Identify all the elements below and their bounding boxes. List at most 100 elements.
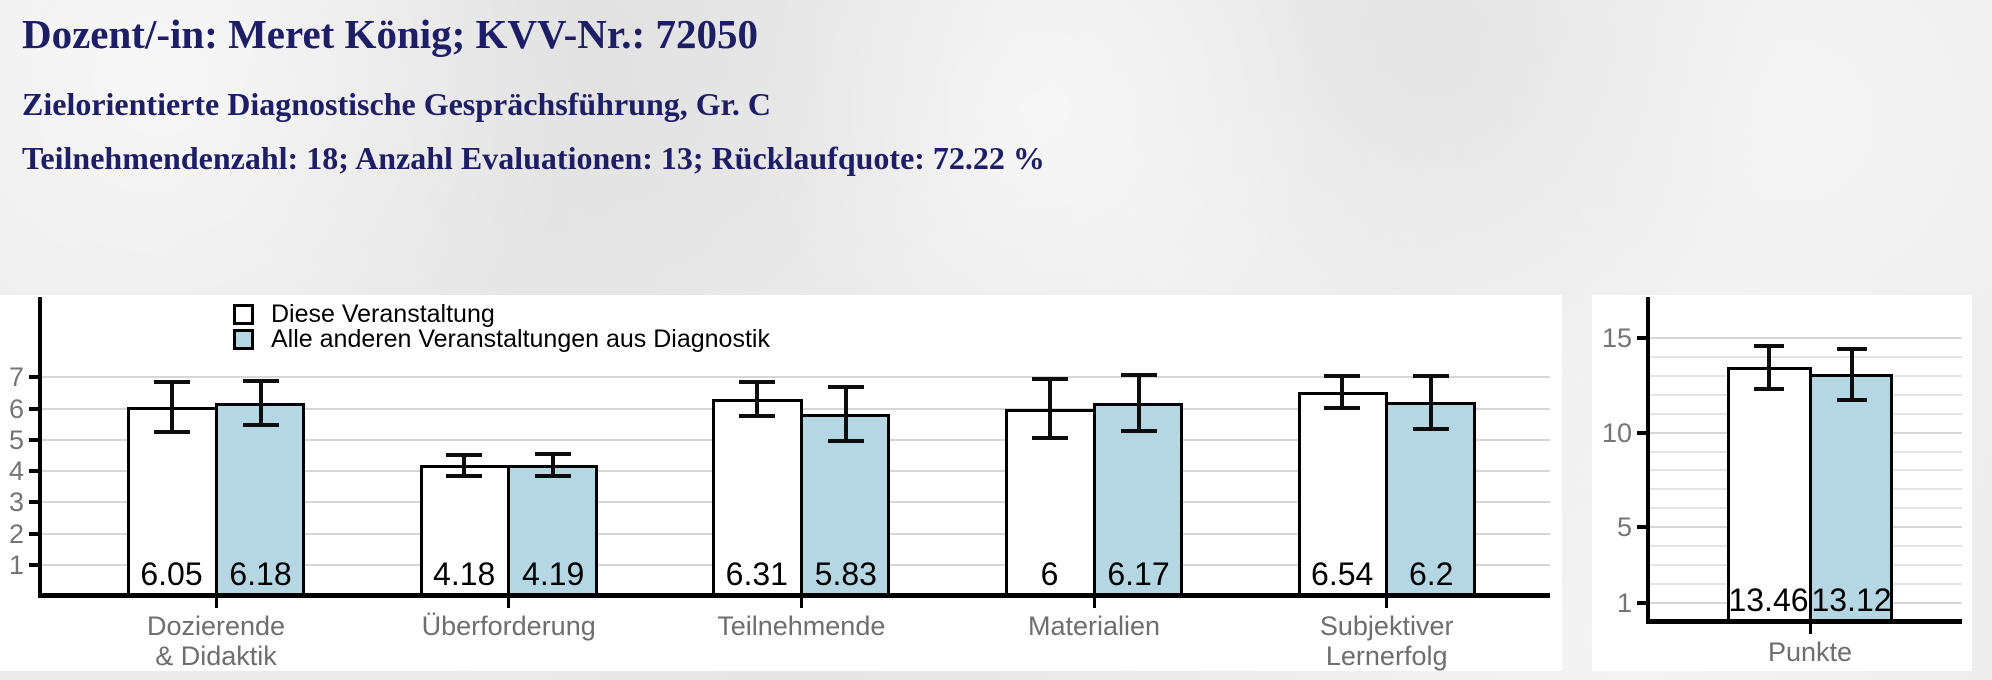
error-bar-line xyxy=(1047,378,1052,439)
error-bar-cap-bottom xyxy=(446,473,483,478)
error-bar-cap-top xyxy=(1031,376,1068,381)
error-bar-cap-top xyxy=(738,379,775,384)
x-axis-tick xyxy=(1385,594,1389,608)
bar-value-label: 6.31 xyxy=(725,555,788,592)
error-bar-cap-bottom xyxy=(1031,436,1068,441)
participation-stats: Teilnehmendenzahl: 18; Anzahl Evaluation… xyxy=(22,140,1045,176)
y-axis-tick-label: 2 xyxy=(8,518,24,549)
error-bar-line xyxy=(169,381,174,432)
error-bar-cap-bottom xyxy=(535,473,572,478)
y-axis-tick-label: 4 xyxy=(8,456,24,487)
y-axis-line xyxy=(38,297,42,597)
bar-value-label: 5.83 xyxy=(814,555,877,592)
bar-value-label: 4.18 xyxy=(433,555,496,592)
bar-value-label: 6.17 xyxy=(1107,555,1170,592)
error-bar-line xyxy=(551,453,556,476)
y-axis-tick xyxy=(29,500,40,505)
category-label: Teilnehmende xyxy=(717,610,886,641)
error-bar-cap-bottom xyxy=(738,414,775,418)
y-axis-tick-label: 10 xyxy=(1601,417,1632,448)
x-axis-line xyxy=(1646,619,1962,624)
error-bar-cap-bottom xyxy=(1753,387,1784,392)
category-label: Subjektiver Lernerfolg xyxy=(1319,610,1454,671)
bar-comparison xyxy=(1808,373,1893,623)
y-axis-tick-label: 1 xyxy=(8,550,24,580)
legend-label: Diese Veranstaltung xyxy=(271,300,495,328)
error-bar-cap-top xyxy=(1836,347,1867,352)
error-bar-line xyxy=(1766,345,1771,390)
error-bar-cap-top xyxy=(1324,373,1361,378)
bar-value-label: 13.12 xyxy=(1811,582,1892,618)
bar-value-label: 6.18 xyxy=(229,555,292,592)
error-bar-cap-top xyxy=(153,379,190,384)
bar-value-label: 13.46 xyxy=(1728,582,1809,618)
legend-item-this-course: Diese Veranstaltung xyxy=(233,302,770,327)
error-bar-line xyxy=(1340,375,1345,408)
y-axis-tick-label: 7 xyxy=(8,362,24,393)
category-label: Materialien xyxy=(1027,610,1161,641)
x-axis-tick xyxy=(507,594,511,608)
category-label: Überforderung xyxy=(421,610,596,641)
error-bar-line xyxy=(754,381,759,416)
gridline xyxy=(1648,356,1962,358)
y-axis-tick-label: 1 xyxy=(1616,587,1632,618)
legend-swatch-white xyxy=(233,304,254,325)
error-bar-cap-top xyxy=(446,453,483,458)
y-axis-tick xyxy=(1637,525,1648,530)
y-axis-line xyxy=(1646,297,1650,623)
legend-item-comparison: Alle anderen Veranstaltungen aus Diagnos… xyxy=(233,327,770,352)
x-axis-tick xyxy=(1808,621,1812,634)
error-bar-cap-top xyxy=(827,384,864,389)
bar-comparison xyxy=(1092,403,1183,597)
bar-comparison xyxy=(507,465,598,597)
x-axis-tick xyxy=(799,594,803,608)
page-title: Dozent/-in: Meret König; KVV-Nr.: 72050 xyxy=(22,11,758,57)
gridline xyxy=(40,376,1550,379)
y-axis-tick xyxy=(1637,600,1648,605)
error-bar-cap-bottom xyxy=(1120,429,1157,434)
chart-legend: Diese Veranstaltung Alle anderen Veranst… xyxy=(233,302,770,352)
error-bar-line xyxy=(258,380,263,425)
bar-value-label: 4.19 xyxy=(522,555,585,592)
error-bar-line xyxy=(1136,375,1141,432)
error-bar-cap-bottom xyxy=(242,422,279,427)
error-bar-cap-top xyxy=(1120,373,1157,377)
y-axis-tick xyxy=(29,437,40,442)
y-axis-tick-label: 5 xyxy=(1616,512,1632,543)
bar-value-label: 6 xyxy=(1040,555,1059,592)
y-axis-tick xyxy=(29,531,40,536)
legend-swatch-blue xyxy=(233,329,254,350)
course-title: Zielorientierte Diagnostische Gesprächsf… xyxy=(22,86,771,122)
error-bar-line xyxy=(1849,349,1854,400)
error-bar-cap-bottom xyxy=(1836,397,1867,402)
error-bar-line xyxy=(1429,376,1434,429)
y-axis-tick-label: 5 xyxy=(8,424,24,455)
bar-comparison xyxy=(1385,402,1476,597)
bar-value-label: 6.54 xyxy=(1311,555,1374,592)
bar-value-label: 6.05 xyxy=(140,555,203,592)
category-label: Dozierende & Didaktik xyxy=(146,610,286,671)
error-bar-cap-bottom xyxy=(1324,405,1361,410)
error-bar-cap-bottom xyxy=(827,438,864,443)
y-axis-tick xyxy=(29,563,40,567)
x-axis-line xyxy=(38,592,1550,598)
y-axis-tick-label: 6 xyxy=(8,393,24,424)
error-bar-cap-top xyxy=(535,451,572,456)
error-bar-cap-bottom xyxy=(153,429,190,434)
bar-comparison xyxy=(214,402,305,597)
y-axis-tick xyxy=(29,406,40,411)
y-axis-tick-label: 15 xyxy=(1601,323,1632,354)
y-axis-tick xyxy=(1637,430,1648,435)
bar-value-label: 6.2 xyxy=(1408,555,1454,592)
error-bar-line xyxy=(462,455,467,476)
error-bar-cap-top xyxy=(1753,343,1784,348)
y-axis-tick-label: 3 xyxy=(8,487,24,518)
legend-label: Alle anderen Veranstaltungen aus Diagnos… xyxy=(271,325,770,353)
x-axis-tick xyxy=(214,594,218,608)
category-label: Punkte xyxy=(1767,637,1853,667)
y-axis-tick xyxy=(1637,336,1648,341)
error-bar-cap-top xyxy=(242,378,279,383)
y-axis-tick xyxy=(29,375,40,380)
x-axis-tick xyxy=(1092,594,1096,608)
gridline xyxy=(1648,337,1962,340)
